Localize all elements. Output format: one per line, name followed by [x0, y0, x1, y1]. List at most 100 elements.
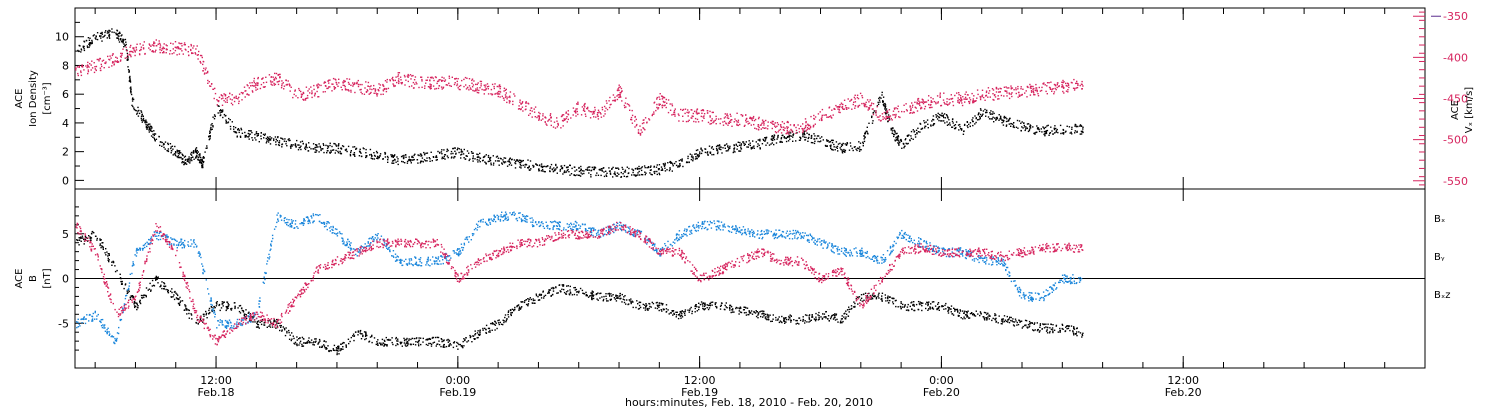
density-series-point [1052, 133, 1054, 135]
velocity-series-point [691, 117, 693, 119]
density-series-point [885, 109, 887, 112]
density-series-point [251, 131, 253, 134]
density-series-point [210, 126, 212, 129]
density-series-point [1044, 126, 1047, 129]
velocity-series-point [557, 123, 559, 125]
density-series-point [938, 116, 940, 118]
velocity-series-point [367, 85, 369, 87]
density-series-point [228, 117, 230, 120]
velocity-series-point [100, 63, 102, 66]
bx-series-point [108, 259, 110, 261]
velocity-series-point [338, 78, 340, 80]
density-series-point [391, 154, 394, 156]
velocity-series-point [798, 127, 800, 130]
density-series-point [780, 141, 782, 143]
velocity-series-point [274, 83, 277, 86]
density-series-point [447, 156, 449, 159]
bx-series-point [176, 297, 179, 300]
velocity-series-point [1076, 82, 1078, 84]
velocity-series-point [997, 95, 999, 97]
bx-series-point [283, 327, 286, 330]
density-series-point [299, 146, 301, 149]
velocity-series-point [804, 126, 806, 129]
bx-series-point [273, 320, 275, 322]
density-series-point [993, 112, 995, 115]
density-series-point [460, 154, 462, 156]
velocity-series-point [999, 91, 1001, 93]
density-series-point [777, 136, 779, 139]
velocity-series-point [620, 90, 623, 93]
bx-series-point [175, 292, 177, 294]
velocity-series-point [886, 110, 888, 113]
bx-series-point [308, 341, 311, 343]
velocity-series-point [361, 93, 363, 95]
density-series-point [641, 166, 643, 168]
velocity-series-point [777, 131, 779, 133]
density-series-point [131, 100, 134, 102]
bx-series-point [528, 300, 530, 302]
density-series-point [704, 151, 707, 154]
velocity-series-point [573, 110, 576, 112]
velocity-series-point [1077, 83, 1079, 85]
velocity-series-point [506, 98, 508, 100]
velocity-series-point [1040, 89, 1043, 92]
velocity-series-point [591, 111, 593, 113]
velocity-series-point [958, 94, 960, 96]
velocity-series-point [418, 86, 420, 89]
bx-series-point [543, 295, 545, 297]
density-series-point [508, 161, 511, 163]
density-series-point [907, 142, 909, 145]
density-series-point [781, 134, 783, 137]
bx-series-point [694, 307, 696, 310]
density-series-point [1074, 125, 1076, 127]
velocity-series-point [856, 94, 859, 96]
bx-series-point [707, 304, 710, 307]
velocity-series-point [863, 104, 865, 106]
velocity-series-point [338, 82, 340, 84]
density-series-point [644, 173, 646, 176]
velocity-series-point [912, 104, 914, 106]
density-series-point [461, 153, 463, 155]
density-series-point [91, 42, 93, 44]
velocity-series-point [200, 62, 202, 64]
density-series-point [227, 121, 230, 123]
bx-series-point [180, 300, 182, 302]
density-series-point [766, 142, 769, 144]
bx-series-point [565, 293, 567, 295]
velocity-series-point [392, 83, 394, 85]
density-series-point [837, 150, 839, 152]
velocity-series-point [420, 76, 423, 78]
density-series-point [639, 168, 641, 170]
density-series-point [562, 173, 564, 175]
velocity-series-point [597, 112, 599, 114]
velocity-series-point [126, 50, 128, 52]
velocity-series-point [177, 47, 179, 50]
density-series-point [735, 144, 737, 146]
bx-series-point [503, 320, 505, 322]
velocity-series-point [536, 116, 538, 119]
velocity-series-point [414, 76, 417, 78]
density-series-point [282, 138, 284, 140]
bx-series-point [429, 342, 432, 345]
velocity-series-point [875, 112, 877, 114]
velocity-series-point [136, 43, 138, 45]
velocity-series-point [917, 98, 919, 100]
density-series-point [359, 150, 361, 153]
velocity-series-point [987, 96, 989, 98]
density-series-point [920, 128, 922, 130]
velocity-series-point [674, 115, 676, 117]
density-series-point [565, 171, 568, 173]
density-series-point [578, 170, 581, 173]
velocity-series-point [1032, 88, 1034, 90]
bx-series-point [425, 343, 428, 346]
bx-series-point [602, 298, 605, 301]
bx-series-point [330, 350, 332, 352]
density-series-point [573, 166, 576, 168]
velocity-series-point [327, 87, 329, 90]
bx-series-point [197, 323, 199, 325]
velocity-series-point [421, 80, 423, 82]
bx-series-point [404, 338, 406, 341]
density-series-point [692, 160, 694, 162]
bx-series-point [739, 311, 742, 313]
velocity-series-point [1034, 94, 1036, 96]
